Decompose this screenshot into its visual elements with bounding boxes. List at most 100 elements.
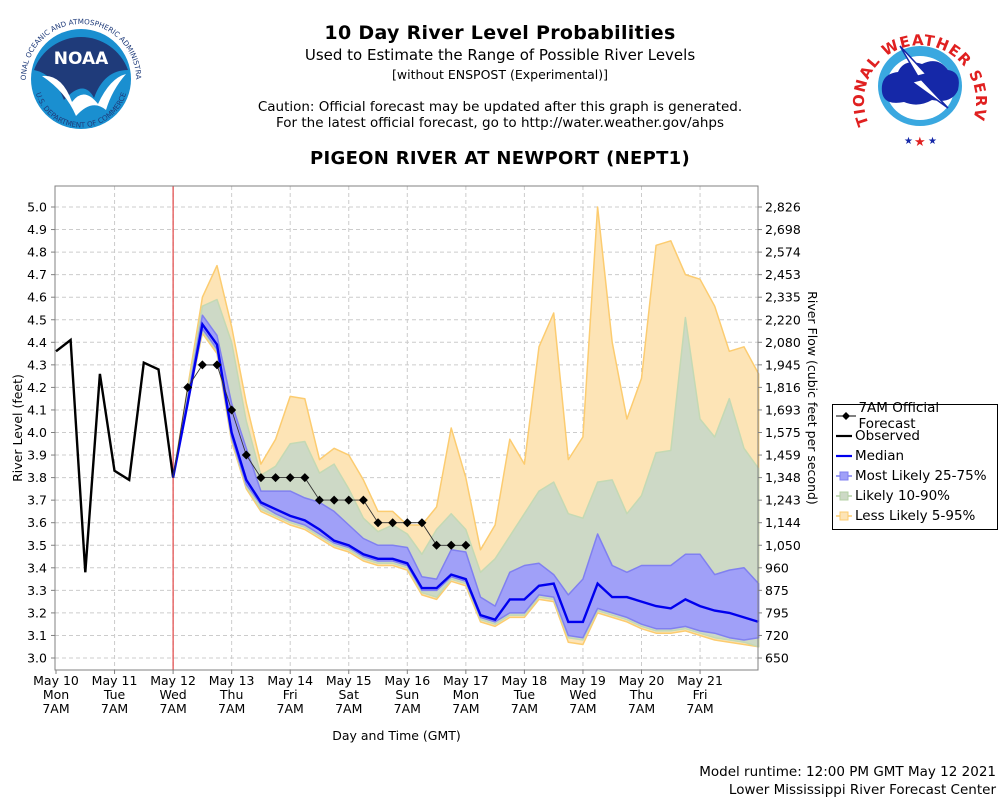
lightning-icon xyxy=(899,45,949,109)
chart-note: [without ENSPOST (Experimental)] xyxy=(392,67,608,82)
x-tick-label: 7AM xyxy=(101,701,128,716)
legend-label: Median xyxy=(855,448,905,464)
y-tick-label-left: 3.7 xyxy=(27,493,47,508)
star-icon: ★ xyxy=(904,136,913,147)
legend-item-25-75[interactable]: Most Likely 25-75% xyxy=(835,466,987,486)
official-forecast-point xyxy=(227,405,237,415)
x-tick-label: Thu xyxy=(629,687,653,702)
model-runtime: Model runtime: 12:00 PM GMT May 12 2021 xyxy=(699,764,996,780)
official-forecast-point xyxy=(271,473,281,483)
station-title: PIGEON RIVER AT NEWPORT (NEPT1) xyxy=(310,148,690,169)
x-tick-label: Wed xyxy=(159,687,186,702)
x-tick-label: May 15 xyxy=(326,673,372,688)
x-tick-label: Wed xyxy=(569,687,596,702)
y-tick-label-right: 875 xyxy=(765,583,789,598)
x-axis-label: Day and Time (GMT) xyxy=(332,728,461,743)
y-tick-label-right: 1,693 xyxy=(765,402,801,417)
chart-title: 10 Day River Level Probabilities xyxy=(324,22,676,44)
y-tick-label-left: 3.5 xyxy=(27,538,47,553)
orange-square-icon xyxy=(836,511,852,521)
y-tick-label-left: 3.9 xyxy=(27,448,47,463)
star-icon: ★ xyxy=(928,136,937,147)
official-forecast-point xyxy=(314,495,324,505)
legend-item-median[interactable]: Median xyxy=(835,446,904,466)
x-tick-label: 7AM xyxy=(335,701,362,716)
legend-item-5-95[interactable]: Less Likely 5-95% xyxy=(835,506,975,526)
y-tick-label-left: 3.6 xyxy=(27,515,47,530)
x-tick-label: 7AM xyxy=(159,701,186,716)
legend: 7AM Official Forecast Observed Median Mo… xyxy=(832,400,998,530)
band-10-90 xyxy=(172,298,760,648)
black-line-icon xyxy=(836,434,852,438)
x-tick-label: May 12 xyxy=(150,673,196,688)
x-tick-label: May 13 xyxy=(209,673,255,688)
x-tick-label: 7AM xyxy=(686,701,713,716)
y-axis-label-right: River Flow (cubic feet per second) xyxy=(805,291,820,505)
x-tick-label: 7AM xyxy=(569,701,596,716)
y-tick-label-left: 5.0 xyxy=(27,200,47,215)
x-tick-label: Sun xyxy=(395,687,419,702)
x-tick-label: 7AM xyxy=(452,701,479,716)
caution-link-text: For the latest official forecast, go to … xyxy=(275,115,725,131)
legend-item-observed[interactable]: Observed xyxy=(835,426,920,446)
official-forecast-point xyxy=(241,450,251,460)
band-25-75 xyxy=(172,314,760,641)
official-forecast-point xyxy=(344,495,354,505)
official-forecast-point xyxy=(446,540,456,550)
x-tick-label: May 19 xyxy=(560,673,606,688)
x-tick-label: Tue xyxy=(513,687,536,702)
y-tick-label-right: 1,243 xyxy=(765,493,801,508)
legend-label: 7AM Official Forecast xyxy=(858,400,940,432)
y-tick-label-right: 2,826 xyxy=(765,200,801,215)
legend-label: Observed xyxy=(855,428,920,444)
y-tick-label-right: 2,335 xyxy=(765,290,801,305)
y-tick-label-left: 3.1 xyxy=(27,628,47,643)
official-forecast-point xyxy=(358,495,368,505)
official-forecast-point xyxy=(256,473,266,483)
y-tick-label-right: 720 xyxy=(765,628,789,643)
observed-line xyxy=(55,337,175,573)
x-tick-label: May 11 xyxy=(92,673,138,688)
official-forecast-point xyxy=(461,540,471,550)
y-tick-label-right: 1,144 xyxy=(765,515,801,530)
seagull-icon xyxy=(42,74,126,116)
x-tick-label: 7AM xyxy=(277,701,304,716)
x-tick-label: 7AM xyxy=(218,701,245,716)
x-tick-label: May 10 xyxy=(33,673,79,688)
x-tick-label: Fri xyxy=(283,687,298,702)
x-tick-label: Thu xyxy=(219,687,243,702)
green-square-icon xyxy=(836,491,852,501)
official-forecast-point xyxy=(212,360,222,370)
axes: 5.0 2,826 4.9 2,698 4.8 2,574 4.7 2,453 4.6 2,335… xyxy=(27,200,801,717)
x-tick-label: 7AM xyxy=(511,701,538,716)
y-tick-label-right: 1,348 xyxy=(765,470,801,485)
official-forecast-point xyxy=(285,473,295,483)
official-forecast-point xyxy=(432,540,442,550)
x-tick-label: May 20 xyxy=(619,673,665,688)
y-tick-label-right: 1,816 xyxy=(765,380,801,395)
x-tick-label: May 14 xyxy=(267,673,313,688)
y-tick-label-left: 4.3 xyxy=(27,357,47,372)
y-tick-label-right: 2,080 xyxy=(765,335,801,350)
y-tick-label-left: 4.0 xyxy=(27,425,47,440)
y-tick-label-left: 4.7 xyxy=(27,267,47,282)
y-tick-label-left: 4.5 xyxy=(27,312,47,327)
y-tick-label-left: 4.1 xyxy=(27,402,47,417)
median-line xyxy=(171,321,759,624)
x-tick-label: 7AM xyxy=(394,701,421,716)
x-tick-label: Mon xyxy=(43,687,69,702)
y-tick-label-right: 650 xyxy=(765,651,789,666)
x-tick-label: May 16 xyxy=(384,673,430,688)
official-forecast-point xyxy=(329,495,339,505)
y-tick-label-left: 3.8 xyxy=(27,470,47,485)
legend-item-10-90[interactable]: Likely 10-90% xyxy=(835,486,950,506)
y-tick-label-right: 2,453 xyxy=(765,267,801,282)
y-tick-label-left: 4.6 xyxy=(27,290,47,305)
legend-item-official[interactable]: 7AM Official Forecast xyxy=(835,400,997,432)
noaa-logo: NOAA NATIONAL OCEANIC AND ATMOSPHERIC AD… xyxy=(14,12,147,145)
y-tick-label-left: 3.0 xyxy=(27,651,47,666)
official-forecast-point xyxy=(417,518,427,528)
official-forecast-point xyxy=(388,518,398,528)
y-tick-label-left: 4.2 xyxy=(27,380,47,395)
